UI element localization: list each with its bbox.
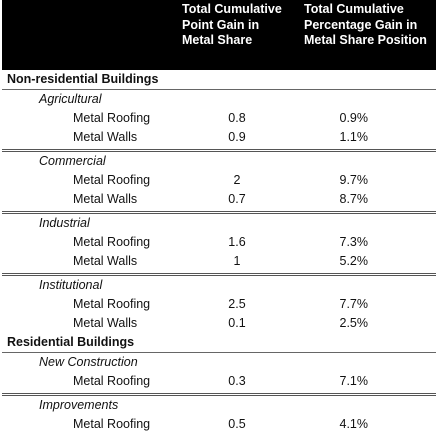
row-label: Metal Walls (73, 254, 138, 268)
point-gain-value: 1.6 (228, 235, 246, 249)
row-label: Metal Walls (73, 316, 138, 330)
pct-gain-value: 7.3% (339, 235, 369, 249)
row-label: Metal Walls (73, 192, 138, 206)
group-title: Agricultural (39, 92, 102, 106)
table-row: Metal Roofing 0.5 4.1% (2, 415, 436, 434)
table-row: Metal Roofing 2 9.7% (2, 171, 436, 190)
row-label: Metal Roofing (73, 297, 151, 311)
table-row: Metal Walls 0.7 8.7% (2, 190, 436, 209)
point-gain-value: 0.7 (228, 192, 246, 206)
pct-gain-value: 4.1% (339, 417, 369, 431)
point-gain-value: 0.5 (228, 417, 246, 431)
section-title: Non-residential Buildings (7, 72, 159, 86)
group-title: Improvements (39, 398, 119, 412)
table-row: Metal Roofing 2.5 7.7% (2, 295, 436, 314)
point-gain-value: 2 (233, 173, 241, 187)
row-label: Metal Roofing (73, 374, 151, 388)
point-gain-value: 0.9 (228, 130, 246, 144)
group-title: Institutional (39, 278, 103, 292)
table-row: Metal Walls 0.1 2.5% (2, 314, 436, 333)
row-label: Metal Walls (73, 130, 138, 144)
row-label: Metal Roofing (73, 111, 151, 125)
pct-gain-value: 7.7% (339, 297, 369, 311)
point-gain-value: 0.1 (228, 316, 246, 330)
pct-gain-value: 0.9% (339, 111, 369, 125)
row-label: Metal Roofing (73, 173, 151, 187)
row-label: Metal Roofing (73, 417, 151, 431)
table-row: Metal Roofing 0.3 7.1% (2, 372, 436, 391)
header-point-gain: Total Cumulative Point Gain in Metal Sha… (182, 2, 282, 47)
pct-gain-value: 8.7% (339, 192, 369, 206)
pct-gain-value: 5.2% (339, 254, 369, 268)
point-gain-value: 1 (233, 254, 241, 268)
pct-gain-value: 1.1% (339, 130, 369, 144)
table-row: Metal Walls 1 5.2% (2, 252, 436, 271)
row-label: Metal Roofing (73, 235, 151, 249)
group-title: New Construction (39, 355, 138, 369)
point-gain-value: 0.3 (228, 374, 246, 388)
point-gain-value: 0.8 (228, 111, 246, 125)
table-row: Metal Roofing 1.6 7.3% (2, 233, 436, 252)
group-title: Commercial (39, 154, 106, 168)
header-percentage-gain: Total Cumulative Percentage Gain in Meta… (304, 2, 427, 47)
table-row: Metal Roofing 0.8 0.9% (2, 109, 436, 128)
section-title: Residential Buildings (7, 335, 135, 349)
pct-gain-value: 7.1% (339, 374, 369, 388)
table-header: Total Cumulative Point Gain in Metal Sha… (2, 0, 436, 70)
table-row: Metal Walls 0.9 1.1% (2, 128, 436, 147)
group-title: Industrial (39, 216, 90, 230)
pct-gain-value: 9.7% (339, 173, 369, 187)
point-gain-value: 2.5 (228, 297, 246, 311)
pct-gain-value: 2.5% (339, 316, 369, 330)
